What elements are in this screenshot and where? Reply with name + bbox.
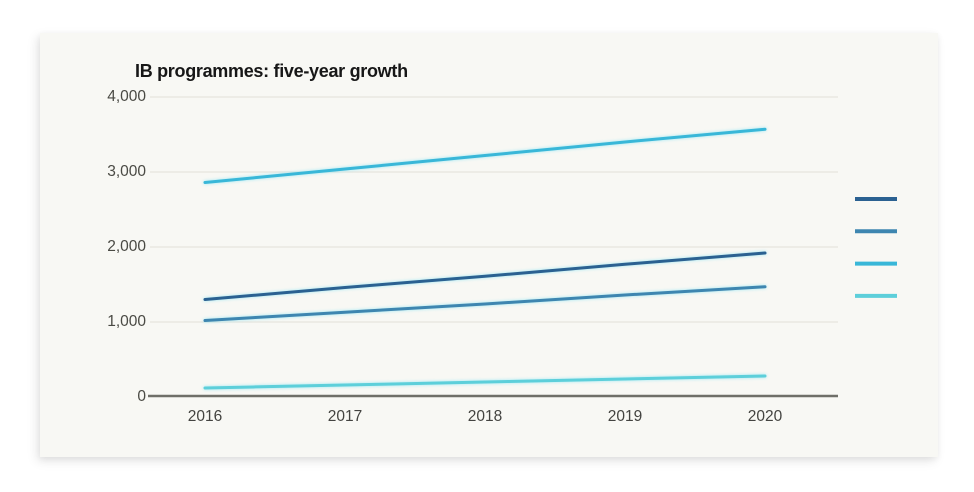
y-tick-label-3000: 3,000 xyxy=(107,163,146,180)
x-tick-label-2018: 2018 xyxy=(467,408,503,425)
chart-card xyxy=(40,33,938,457)
medium-blue-line xyxy=(203,285,767,322)
y-tick-label-1000: 1,000 xyxy=(107,313,146,330)
dark-blue-line xyxy=(203,251,767,301)
y-tick-label-2000: 2,000 xyxy=(107,238,146,255)
y-tick-label-4000: 4,000 xyxy=(107,88,146,105)
light-cyan-line xyxy=(203,374,767,390)
x-tick-label-2019: 2019 xyxy=(607,408,643,425)
bright-cyan-line xyxy=(203,127,767,184)
x-tick-label-2017: 2017 xyxy=(327,408,363,425)
chart-title: IB programmes: five-year growth xyxy=(135,61,408,81)
x-tick-label-2016: 2016 xyxy=(187,408,223,425)
y-tick-label-0: 0 xyxy=(137,388,146,405)
x-tick-label-2020: 2020 xyxy=(747,408,783,425)
